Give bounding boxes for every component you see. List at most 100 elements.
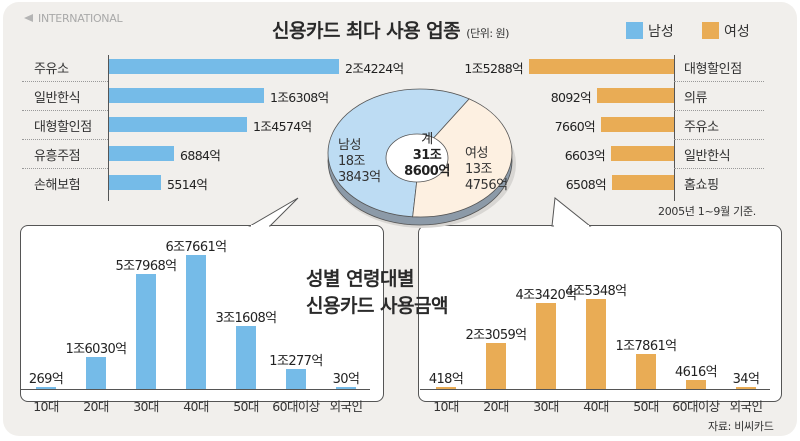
female-age-bar-value: 4616억 [674, 365, 718, 380]
pie-male-value-1: 18조 [338, 154, 366, 169]
male-category-label: 유흥주점 [34, 149, 81, 164]
male-category-label: 일반한식 [34, 91, 81, 106]
pie-male-label: 남성 18조 3843억 [338, 138, 381, 186]
male-category-bar [109, 175, 161, 190]
female-age-baseline [420, 389, 770, 390]
male-age-category-label: 10대 [33, 399, 59, 414]
pie-total-value-1: 31조 [412, 148, 442, 163]
male-age-bar [36, 387, 56, 389]
female-category-bar [611, 146, 674, 161]
female-bar-axis [674, 55, 675, 201]
female-category-value: 1조5288억 [464, 61, 523, 76]
male-age-category-label: 외국인 [329, 399, 363, 414]
female-age-category-label: 외국인 [729, 399, 763, 414]
pie-slice-female [412, 98, 513, 218]
male-age-category-label: 40대 [183, 399, 209, 414]
female-age-category-label: 60대이상 [672, 399, 720, 414]
pie-female-title: 여성 [465, 146, 488, 161]
main-title: 신용카드 최다 사용 업종 (단위: 원) [272, 16, 509, 43]
male-age-bar [336, 387, 356, 389]
male-category-value: 6884억 [180, 148, 221, 163]
row-divider [674, 81, 764, 82]
female-age-bar [636, 354, 656, 389]
male-age-bar [136, 274, 156, 389]
male-category-bar [109, 59, 339, 74]
female-age-bar-value: 418억 [428, 372, 464, 387]
female-age-bar-value: 2조3059억 [465, 328, 527, 343]
female-age-bar [736, 387, 756, 389]
legend-label-female: 여성 [724, 24, 750, 40]
period-note: 2005년 1~9월 기준. [658, 205, 756, 218]
male-age-bar [86, 357, 106, 389]
legend-label-male: 남성 [648, 24, 674, 40]
row-divider [674, 139, 764, 140]
male-category-bar [109, 146, 174, 161]
source-note: 자료: 비씨카드 [708, 420, 774, 433]
row-divider [22, 81, 108, 82]
female-age-category-label: 30대 [533, 399, 559, 414]
pie-center-total [385, 133, 449, 183]
male-category-value: 1조4574억 [253, 119, 312, 134]
female-category-bar [597, 88, 674, 103]
female-category-label: 주유소 [684, 120, 719, 135]
age-chart-title-line-1: 성별 연령대별 [306, 268, 414, 290]
male-age-baseline [20, 389, 370, 390]
row-divider [22, 139, 108, 140]
row-divider [674, 168, 764, 169]
male-category-value: 2조4224억 [345, 61, 404, 76]
female-age-bar-value: 4조5348억 [565, 284, 627, 299]
male-bar-axis [108, 55, 109, 201]
male-category-bar [109, 88, 264, 103]
female-age-bar [486, 343, 506, 389]
pie-male-title: 남성 [338, 138, 361, 153]
male-age-category-label: 50대 [233, 399, 259, 414]
female-category-label: 일반한식 [684, 149, 731, 164]
female-age-bar-value: 1조7861억 [615, 339, 677, 354]
left-arrow-icon [24, 14, 33, 22]
male-category-label: 대형할인점 [34, 120, 92, 135]
male-age-category-label: 20대 [83, 399, 109, 414]
female-category-label: 홈쇼핑 [684, 178, 719, 193]
male-age-bar-value: 1조6030억 [65, 342, 127, 357]
male-category-value: 5514억 [167, 177, 208, 192]
pie-female-value-1: 13조 [465, 162, 493, 177]
female-category-value: 7660억 [554, 119, 596, 134]
female-age-category-label: 10대 [433, 399, 459, 414]
female-age-bar-value: 4조3420억 [515, 288, 577, 303]
title-text: 신용카드 최다 사용 업종 [272, 20, 461, 42]
male-age-bar-value: 1조277억 [269, 354, 323, 369]
pie-male-value-2: 3843억 [338, 170, 381, 185]
title-unit: (단위: 원) [466, 27, 509, 40]
male-age-bar-value: 6조7661억 [165, 240, 227, 255]
male-age-category-label: 30대 [133, 399, 159, 414]
age-chart-title: 성별 연령대별 신용카드 사용금액 [306, 266, 448, 320]
female-age-bar [586, 299, 606, 389]
legend-swatch-male [626, 22, 643, 39]
male-category-bar [109, 117, 247, 132]
female-age-bar-value: 34억 [732, 372, 760, 387]
female-age-bar [536, 303, 556, 389]
male-age-bar-value: 3조1608억 [215, 311, 277, 326]
female-age-category-label: 40대 [583, 399, 609, 414]
male-category-label: 손해보험 [34, 178, 81, 193]
legend-swatch-female [702, 22, 719, 39]
row-divider [22, 168, 108, 169]
female-category-label: 대형할인점 [684, 62, 742, 77]
male-age-bar [186, 255, 206, 389]
pie-total-value-2: 8600억 [404, 164, 450, 179]
age-chart-title-line-2: 신용카드 사용금액 [306, 295, 448, 317]
row-divider [22, 110, 108, 111]
pie-female-label: 여성 13조 4756억 [465, 146, 508, 194]
female-category-bar [529, 59, 674, 74]
row-divider [674, 110, 764, 111]
male-age-bar-value: 30억 [332, 372, 360, 387]
female-category-value: 6603억 [564, 148, 606, 163]
female-category-bar [612, 175, 674, 190]
section-kicker: INTERNATIONAL [24, 12, 123, 25]
pie-total-label: 계 31조 8600억 [397, 132, 457, 180]
female-category-bar [601, 117, 674, 132]
kicker-text: INTERNATIONAL [38, 12, 123, 25]
male-category-label: 주유소 [34, 62, 69, 77]
male-age-bar-value: 269억 [28, 372, 64, 387]
